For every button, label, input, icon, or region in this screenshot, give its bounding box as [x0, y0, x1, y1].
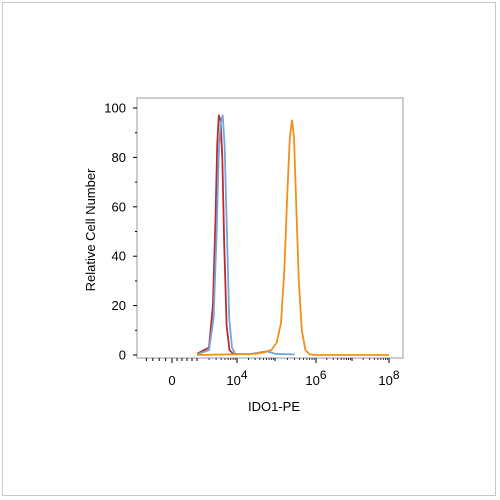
- x-tick-label: 0: [168, 373, 175, 388]
- x-tick-exponent: 8: [393, 368, 400, 382]
- y-tick-label: 20: [112, 298, 126, 313]
- x-tick-exponent: 4: [241, 368, 248, 382]
- y-tick-label: 40: [112, 249, 126, 264]
- x-axis: 0 104 106 108: [145, 358, 400, 388]
- x-tick-base: 10: [378, 373, 392, 388]
- x-axis-title: IDO1-PE: [248, 399, 300, 414]
- series-group: [196, 114, 389, 356]
- y-axis-title: Relative Cell Number: [83, 168, 98, 291]
- y-tick-label: 80: [112, 150, 126, 165]
- plot-border: [136, 97, 404, 359]
- x-tick-label: 108: [378, 368, 399, 388]
- y-axis: 0 20 40 60 80 100: [104, 101, 137, 363]
- x-tick-label: 104: [226, 368, 247, 388]
- y-tick-label: 60: [112, 199, 126, 214]
- y-tick-label: 0: [119, 348, 126, 363]
- plot-area: [136, 97, 404, 359]
- x-tick-base: 10: [305, 373, 319, 388]
- series-line-3: [196, 119, 389, 356]
- image-frame: [2, 2, 496, 496]
- y-tick-label: 100: [104, 101, 126, 116]
- x-tick-base: 10: [226, 373, 240, 388]
- x-tick-base: 0: [168, 373, 175, 388]
- x-tick-exponent: 6: [320, 368, 327, 382]
- x-tick-label: 106: [305, 368, 326, 388]
